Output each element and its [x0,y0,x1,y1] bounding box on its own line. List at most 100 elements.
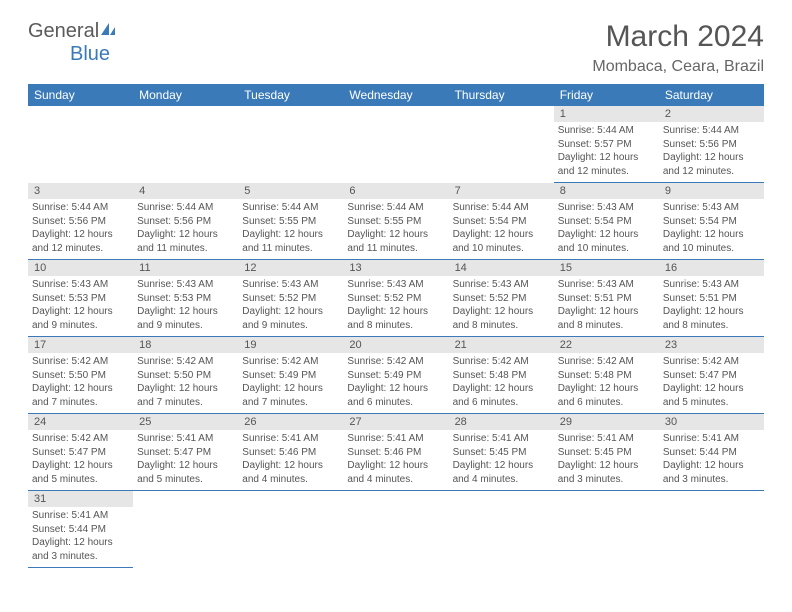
day-cell: Sunrise: 5:42 AMSunset: 5:49 PMDaylight:… [238,353,343,414]
day-cell: Sunrise: 5:43 AMSunset: 5:52 PMDaylight:… [238,276,343,337]
empty-cell [238,122,343,183]
empty-cell [133,507,238,568]
content-row: Sunrise: 5:44 AMSunset: 5:57 PMDaylight:… [28,122,764,183]
day-number: 15 [554,260,659,277]
day-number: 31 [28,491,133,508]
day-header-row: SundayMondayTuesdayWednesdayThursdayFrid… [28,84,764,106]
day-cell: Sunrise: 5:42 AMSunset: 5:48 PMDaylight:… [449,353,554,414]
day-number: 4 [133,183,238,200]
day-number: 22 [554,337,659,354]
day-info: Sunrise: 5:42 AMSunset: 5:48 PMDaylight:… [558,355,655,409]
day-cell: Sunrise: 5:44 AMSunset: 5:56 PMDaylight:… [28,199,133,260]
day-info: Sunrise: 5:42 AMSunset: 5:48 PMDaylight:… [453,355,550,409]
day-cell: Sunrise: 5:44 AMSunset: 5:54 PMDaylight:… [449,199,554,260]
day-cell: Sunrise: 5:41 AMSunset: 5:44 PMDaylight:… [659,430,764,491]
empty-cell [238,507,343,568]
day-cell: Sunrise: 5:43 AMSunset: 5:52 PMDaylight:… [449,276,554,337]
day-cell: Sunrise: 5:42 AMSunset: 5:50 PMDaylight:… [133,353,238,414]
day-cell: Sunrise: 5:44 AMSunset: 5:56 PMDaylight:… [659,122,764,183]
day-number: 10 [28,260,133,277]
day-number: 19 [238,337,343,354]
day-info: Sunrise: 5:43 AMSunset: 5:52 PMDaylight:… [242,278,339,332]
empty-cell [659,491,764,508]
day-info: Sunrise: 5:42 AMSunset: 5:47 PMDaylight:… [32,432,129,486]
day-info: Sunrise: 5:42 AMSunset: 5:47 PMDaylight:… [663,355,760,409]
day-info: Sunrise: 5:43 AMSunset: 5:51 PMDaylight:… [558,278,655,332]
day-cell: Sunrise: 5:43 AMSunset: 5:53 PMDaylight:… [28,276,133,337]
day-number: 28 [449,414,554,431]
logo-word1: General [28,20,99,42]
day-info: Sunrise: 5:44 AMSunset: 5:54 PMDaylight:… [453,201,550,255]
calendar-body: 12Sunrise: 5:44 AMSunset: 5:57 PMDayligh… [28,106,764,568]
day-number: 1 [554,106,659,122]
day-number: 6 [343,183,448,200]
day-cell: Sunrise: 5:42 AMSunset: 5:47 PMDaylight:… [659,353,764,414]
empty-cell [343,122,448,183]
day-cell: Sunrise: 5:43 AMSunset: 5:52 PMDaylight:… [343,276,448,337]
day-info: Sunrise: 5:41 AMSunset: 5:45 PMDaylight:… [453,432,550,486]
empty-cell [659,507,764,568]
day-info: Sunrise: 5:44 AMSunset: 5:56 PMDaylight:… [32,201,129,255]
day-number: 26 [238,414,343,431]
empty-cell [238,106,343,122]
day-number: 16 [659,260,764,277]
day-number: 24 [28,414,133,431]
day-number: 29 [554,414,659,431]
daynum-row: 31 [28,491,764,508]
day-cell: Sunrise: 5:41 AMSunset: 5:44 PMDaylight:… [28,507,133,568]
content-row: Sunrise: 5:42 AMSunset: 5:50 PMDaylight:… [28,353,764,414]
day-info: Sunrise: 5:43 AMSunset: 5:53 PMDaylight:… [137,278,234,332]
day-info: Sunrise: 5:43 AMSunset: 5:54 PMDaylight:… [663,201,760,255]
day-cell: Sunrise: 5:41 AMSunset: 5:46 PMDaylight:… [343,430,448,491]
day-number: 14 [449,260,554,277]
day-info: Sunrise: 5:41 AMSunset: 5:44 PMDaylight:… [663,432,760,486]
content-row: Sunrise: 5:41 AMSunset: 5:44 PMDaylight:… [28,507,764,568]
day-header: Tuesday [238,84,343,106]
day-info: Sunrise: 5:43 AMSunset: 5:51 PMDaylight:… [663,278,760,332]
day-info: Sunrise: 5:43 AMSunset: 5:54 PMDaylight:… [558,201,655,255]
day-number: 18 [133,337,238,354]
day-info: Sunrise: 5:44 AMSunset: 5:56 PMDaylight:… [137,201,234,255]
content-row: Sunrise: 5:42 AMSunset: 5:47 PMDaylight:… [28,430,764,491]
logo-text: GeneralBlue [28,20,117,66]
day-header: Saturday [659,84,764,106]
day-cell: Sunrise: 5:41 AMSunset: 5:46 PMDaylight:… [238,430,343,491]
empty-cell [133,122,238,183]
content-row: Sunrise: 5:43 AMSunset: 5:53 PMDaylight:… [28,276,764,337]
day-number: 2 [659,106,764,122]
location: Mombaca, Ceara, Brazil [592,58,764,76]
day-number: 25 [133,414,238,431]
day-number: 13 [343,260,448,277]
empty-cell [343,491,448,508]
day-header: Sunday [28,84,133,106]
empty-cell [28,106,133,122]
daynum-row: 24252627282930 [28,414,764,431]
content-row: Sunrise: 5:44 AMSunset: 5:56 PMDaylight:… [28,199,764,260]
day-number: 30 [659,414,764,431]
day-number: 3 [28,183,133,200]
day-number: 21 [449,337,554,354]
title-block: March 2024 Mombaca, Ceara, Brazil [592,20,764,76]
day-number: 20 [343,337,448,354]
day-info: Sunrise: 5:43 AMSunset: 5:52 PMDaylight:… [347,278,444,332]
day-info: Sunrise: 5:44 AMSunset: 5:55 PMDaylight:… [242,201,339,255]
day-info: Sunrise: 5:42 AMSunset: 5:49 PMDaylight:… [347,355,444,409]
day-number: 12 [238,260,343,277]
empty-cell [554,507,659,568]
day-info: Sunrise: 5:41 AMSunset: 5:46 PMDaylight:… [347,432,444,486]
day-cell: Sunrise: 5:42 AMSunset: 5:48 PMDaylight:… [554,353,659,414]
header: GeneralBlue March 2024 Mombaca, Ceara, B… [28,20,764,76]
empty-cell [449,507,554,568]
day-cell: Sunrise: 5:44 AMSunset: 5:55 PMDaylight:… [238,199,343,260]
day-info: Sunrise: 5:42 AMSunset: 5:49 PMDaylight:… [242,355,339,409]
day-cell: Sunrise: 5:44 AMSunset: 5:57 PMDaylight:… [554,122,659,183]
empty-cell [28,122,133,183]
logo-word2: Blue [70,43,110,65]
day-header: Friday [554,84,659,106]
day-header: Wednesday [343,84,448,106]
empty-cell [133,491,238,508]
calendar-table: SundayMondayTuesdayWednesdayThursdayFrid… [28,84,764,568]
day-cell: Sunrise: 5:42 AMSunset: 5:47 PMDaylight:… [28,430,133,491]
day-cell: Sunrise: 5:43 AMSunset: 5:54 PMDaylight:… [659,199,764,260]
day-number: 8 [554,183,659,200]
